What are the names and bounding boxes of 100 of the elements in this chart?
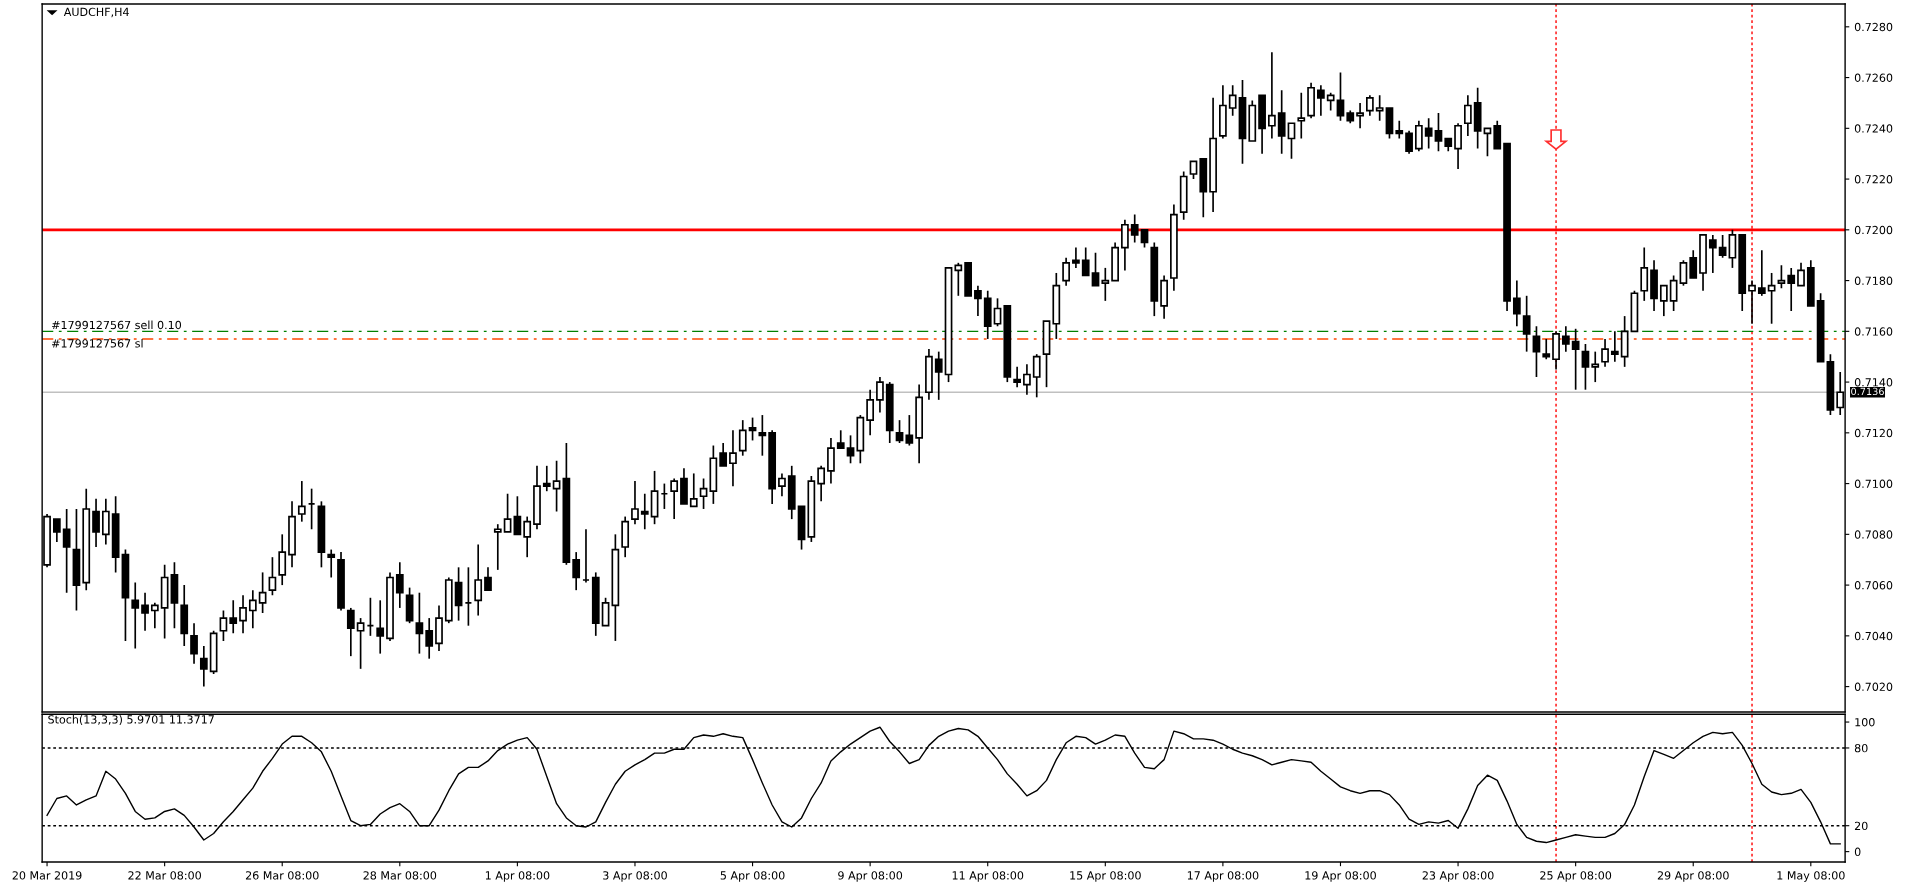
y-tick-label: 100 <box>1855 718 1875 727</box>
candlestick <box>523 515 532 559</box>
candlestick <box>92 497 100 548</box>
y-tick-label: 0.7140 <box>1854 378 1893 387</box>
y-tick-label: 0.7200 <box>1854 225 1893 235</box>
candlestick <box>474 543 483 617</box>
candlestick <box>268 556 277 597</box>
candlestick <box>1365 94 1374 117</box>
candlestick <box>190 622 198 665</box>
candlestick <box>572 551 581 592</box>
candlestick <box>601 596 610 627</box>
candlestick <box>1542 338 1551 361</box>
candlestick <box>1797 261 1805 287</box>
candlestick <box>1493 119 1502 150</box>
x-tick-label: 23 Apr 08:00 <box>1422 871 1494 882</box>
candlestick <box>141 591 149 632</box>
candlestick <box>1424 117 1433 150</box>
candlestick <box>1228 84 1237 117</box>
candlestick <box>1591 350 1600 383</box>
y-tick-label: 0.7020 <box>1854 682 1893 691</box>
candlestick <box>1454 122 1462 170</box>
y-tick-label: 0.7160 <box>1854 327 1893 336</box>
candlestick <box>415 591 424 655</box>
candlestick <box>1512 279 1521 328</box>
candlestick <box>640 492 649 531</box>
candlestick <box>1268 51 1276 140</box>
candlestick <box>346 607 355 657</box>
candlestick <box>729 429 737 487</box>
candlestick <box>1091 251 1100 287</box>
candlestick <box>1375 94 1384 122</box>
candlestick <box>1728 228 1737 269</box>
candlestick <box>278 533 287 586</box>
candlestick <box>1561 325 1570 353</box>
candlestick <box>738 419 747 457</box>
candlestick <box>425 617 434 660</box>
x-tick-label: 9 Apr 08:00 <box>838 871 903 882</box>
candlestick <box>248 589 257 630</box>
y-tick-label: 20 <box>1854 821 1868 831</box>
candlestick <box>748 416 757 442</box>
candlestick <box>1414 119 1423 152</box>
candlestick <box>1610 330 1619 363</box>
x-tick-label: 1 May 08:00 <box>1777 871 1845 882</box>
candlestick <box>356 617 365 670</box>
y-tick-label: 0.7080 <box>1854 530 1893 539</box>
y-tick-label: 80 <box>1854 743 1868 753</box>
candlestick <box>62 508 71 594</box>
candlestick <box>895 419 904 444</box>
candlestick <box>1601 338 1609 368</box>
candlestick <box>934 350 943 401</box>
ref-line-label: #1799127567 sell 0.10 <box>52 320 182 330</box>
candlestick <box>131 581 140 650</box>
candlestick <box>689 472 698 508</box>
candlestick <box>1581 343 1590 391</box>
y-tick-label: 0.7060 <box>1854 581 1893 590</box>
candlestick <box>101 497 110 546</box>
candlestick <box>1101 267 1110 302</box>
ref-line-label: 0.7136 <box>1851 387 1884 396</box>
candlestick <box>552 459 561 513</box>
chart-title: Stoch(13,3,3) 5.9701 11.3717 <box>48 715 214 725</box>
x-tick-label: 11 Apr 08:00 <box>952 871 1024 882</box>
ref-line-label: #1799127567 sl <box>52 338 143 348</box>
candlestick <box>631 480 639 526</box>
candlestick <box>1277 89 1286 155</box>
candlestick <box>1297 91 1306 140</box>
candlestick <box>993 297 1002 328</box>
candlestick <box>542 464 551 493</box>
candlestick <box>1571 327 1580 391</box>
candlestick <box>1777 264 1786 290</box>
candlestick <box>1121 218 1129 272</box>
y-tick-label: 0.7180 <box>1854 276 1893 285</box>
x-tick-label: 20 Mar 2019 <box>12 871 82 880</box>
candlestick <box>1130 213 1139 244</box>
candlestick <box>1708 234 1717 274</box>
candlestick <box>876 376 884 414</box>
candlestick <box>670 477 679 520</box>
candlestick <box>513 495 522 536</box>
x-tick-label: 19 Apr 08:00 <box>1305 871 1376 882</box>
candlestick <box>866 388 875 437</box>
candlestick <box>1679 259 1688 287</box>
x-tick-label: 26 Mar 08:00 <box>245 871 319 880</box>
y-tick-label: 0.7100 <box>1854 479 1893 488</box>
candlestick <box>1317 84 1325 117</box>
candlestick <box>1032 353 1041 399</box>
candlestick <box>1434 112 1443 152</box>
x-tick-label: 5 Apr 08:00 <box>720 871 785 882</box>
x-tick-label: 1 Apr 08:00 <box>485 871 550 882</box>
candlestick <box>1522 294 1531 353</box>
candlestick <box>1718 234 1727 259</box>
x-tick-label: 28 Mar 08:00 <box>363 871 437 880</box>
candlestick <box>719 442 728 467</box>
y-tick-label: 0.7220 <box>1854 175 1893 184</box>
candlestick <box>1669 274 1678 312</box>
candlestick <box>150 602 159 630</box>
candlestick <box>954 261 963 297</box>
candlestick <box>1356 102 1364 130</box>
candlestick <box>297 480 306 523</box>
candlestick <box>1483 127 1492 158</box>
candlestick <box>827 437 835 485</box>
candlestick <box>974 284 982 317</box>
candlestick <box>327 548 336 579</box>
